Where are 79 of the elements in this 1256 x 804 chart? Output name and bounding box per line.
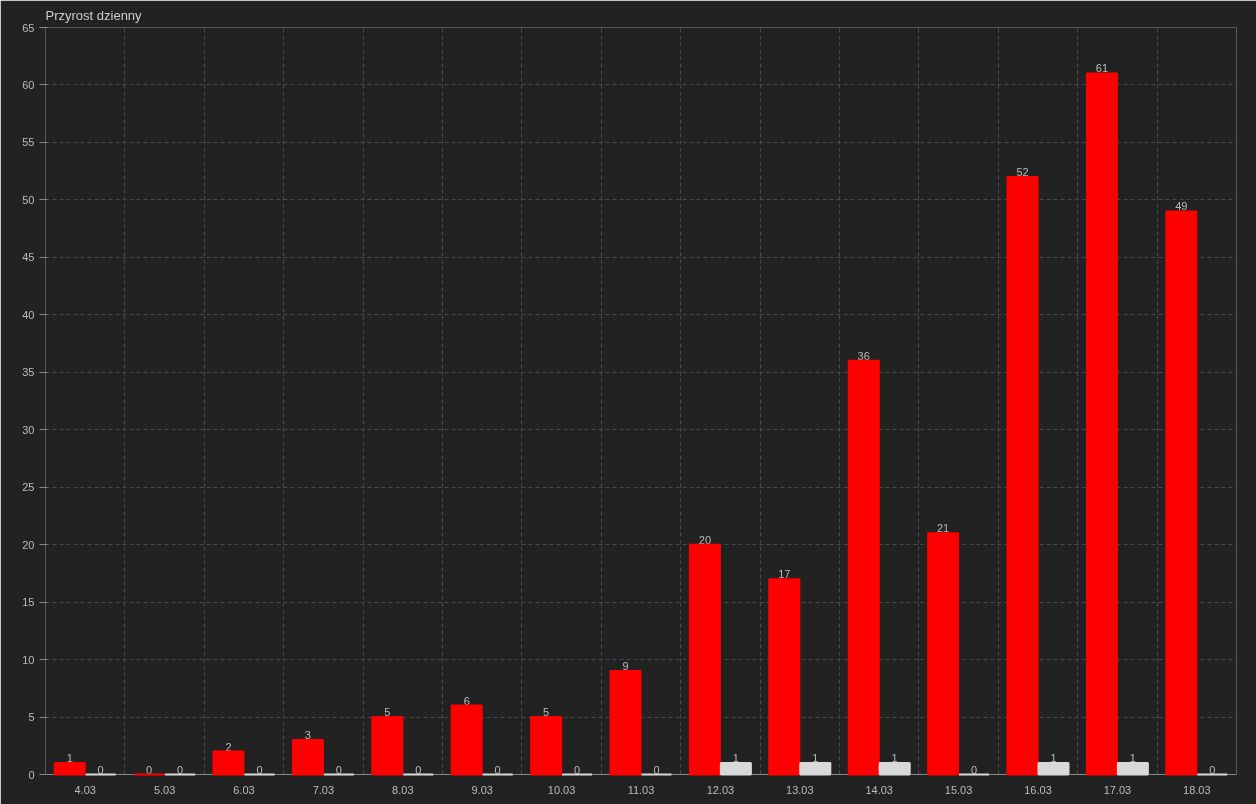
bar bbox=[609, 670, 642, 776]
data-label: 0 bbox=[415, 763, 422, 776]
data-label: 5 bbox=[543, 706, 550, 719]
data-label: 1 bbox=[891, 752, 898, 765]
data-label: 0 bbox=[146, 763, 153, 776]
data-label: 0 bbox=[335, 763, 342, 776]
data-label: 21 bbox=[937, 522, 950, 535]
bar bbox=[1116, 762, 1149, 776]
data-label: 0 bbox=[1209, 763, 1216, 776]
x-tick-label: 17.03 bbox=[1103, 783, 1132, 796]
data-label: 20 bbox=[698, 533, 712, 546]
data-label: 0 bbox=[574, 763, 581, 776]
data-label: 9 bbox=[622, 660, 629, 673]
data-label: 0 bbox=[97, 763, 104, 776]
y-tick-label: 20 bbox=[22, 538, 35, 551]
x-tick-label: 5.03 bbox=[153, 783, 176, 796]
x-tick-label: 6.03 bbox=[233, 783, 255, 796]
data-label: 49 bbox=[1175, 200, 1188, 213]
x-tick-label: 7.03 bbox=[312, 783, 335, 796]
bar bbox=[291, 739, 324, 776]
data-label: 0 bbox=[971, 763, 978, 776]
x-tick-label: 11.03 bbox=[627, 783, 655, 796]
y-tick-label: 35 bbox=[22, 366, 35, 379]
x-tick-label: 9.03 bbox=[471, 783, 493, 796]
bar bbox=[1037, 762, 1070, 776]
bar bbox=[927, 532, 960, 776]
x-tick-label: 18.03 bbox=[1183, 783, 1211, 796]
y-tick-label: 25 bbox=[22, 481, 35, 494]
data-label: 0 bbox=[177, 763, 184, 776]
data-label: 0 bbox=[653, 763, 660, 776]
bar bbox=[768, 578, 801, 776]
x-tick-label: 16.03 bbox=[1024, 783, 1052, 796]
y-tick-label: 0 bbox=[28, 768, 35, 781]
x-tick-label: 14.03 bbox=[865, 783, 893, 796]
data-label: 5 bbox=[384, 706, 391, 719]
x-tick-label: 13.03 bbox=[786, 783, 814, 796]
data-label: 61 bbox=[1095, 62, 1109, 75]
bar bbox=[450, 704, 483, 776]
y-tick-label: 15 bbox=[22, 596, 35, 609]
x-tick-label: 12.03 bbox=[706, 783, 735, 796]
data-label: 1 bbox=[812, 752, 819, 765]
data-label: 1 bbox=[1129, 752, 1136, 765]
y-tick-label: 55 bbox=[22, 136, 35, 149]
data-label: 2 bbox=[225, 740, 232, 753]
bar bbox=[799, 762, 832, 776]
bar bbox=[530, 716, 563, 776]
bar bbox=[719, 762, 752, 776]
y-tick-label: 50 bbox=[22, 193, 35, 206]
x-tick-label: 8.03 bbox=[392, 783, 414, 796]
y-tick-label: 30 bbox=[22, 423, 35, 436]
data-label: 1 bbox=[732, 752, 739, 765]
data-label: 6 bbox=[463, 694, 470, 707]
bar bbox=[53, 762, 86, 776]
bar bbox=[1165, 210, 1198, 776]
chart-title: Przyrost dzienny bbox=[45, 7, 143, 23]
bar bbox=[847, 359, 880, 776]
bar bbox=[212, 750, 245, 776]
data-label: 1 bbox=[1050, 752, 1057, 765]
y-tick-label: 5 bbox=[28, 711, 35, 724]
y-tick-label: 60 bbox=[22, 78, 35, 91]
bar bbox=[1085, 72, 1118, 776]
data-label: 1 bbox=[66, 752, 73, 765]
y-tick-label: 40 bbox=[22, 308, 35, 321]
data-label: 17 bbox=[778, 568, 791, 581]
data-label: 3 bbox=[304, 729, 311, 742]
y-tick-label: 10 bbox=[22, 653, 35, 666]
data-label: 52 bbox=[1016, 165, 1029, 178]
y-tick-label: 65 bbox=[22, 21, 35, 34]
x-tick-label: 15.03 bbox=[944, 783, 973, 796]
x-tick-label: 10.03 bbox=[547, 783, 576, 796]
y-tick-label: 45 bbox=[22, 251, 35, 264]
data-label: 36 bbox=[857, 349, 870, 362]
bar bbox=[371, 716, 404, 776]
bar bbox=[1006, 175, 1039, 776]
x-tick-label: 4.03 bbox=[74, 783, 96, 796]
bar bbox=[878, 762, 911, 776]
data-label: 0 bbox=[494, 763, 501, 776]
data-label: 0 bbox=[256, 763, 263, 776]
bar bbox=[688, 543, 721, 776]
